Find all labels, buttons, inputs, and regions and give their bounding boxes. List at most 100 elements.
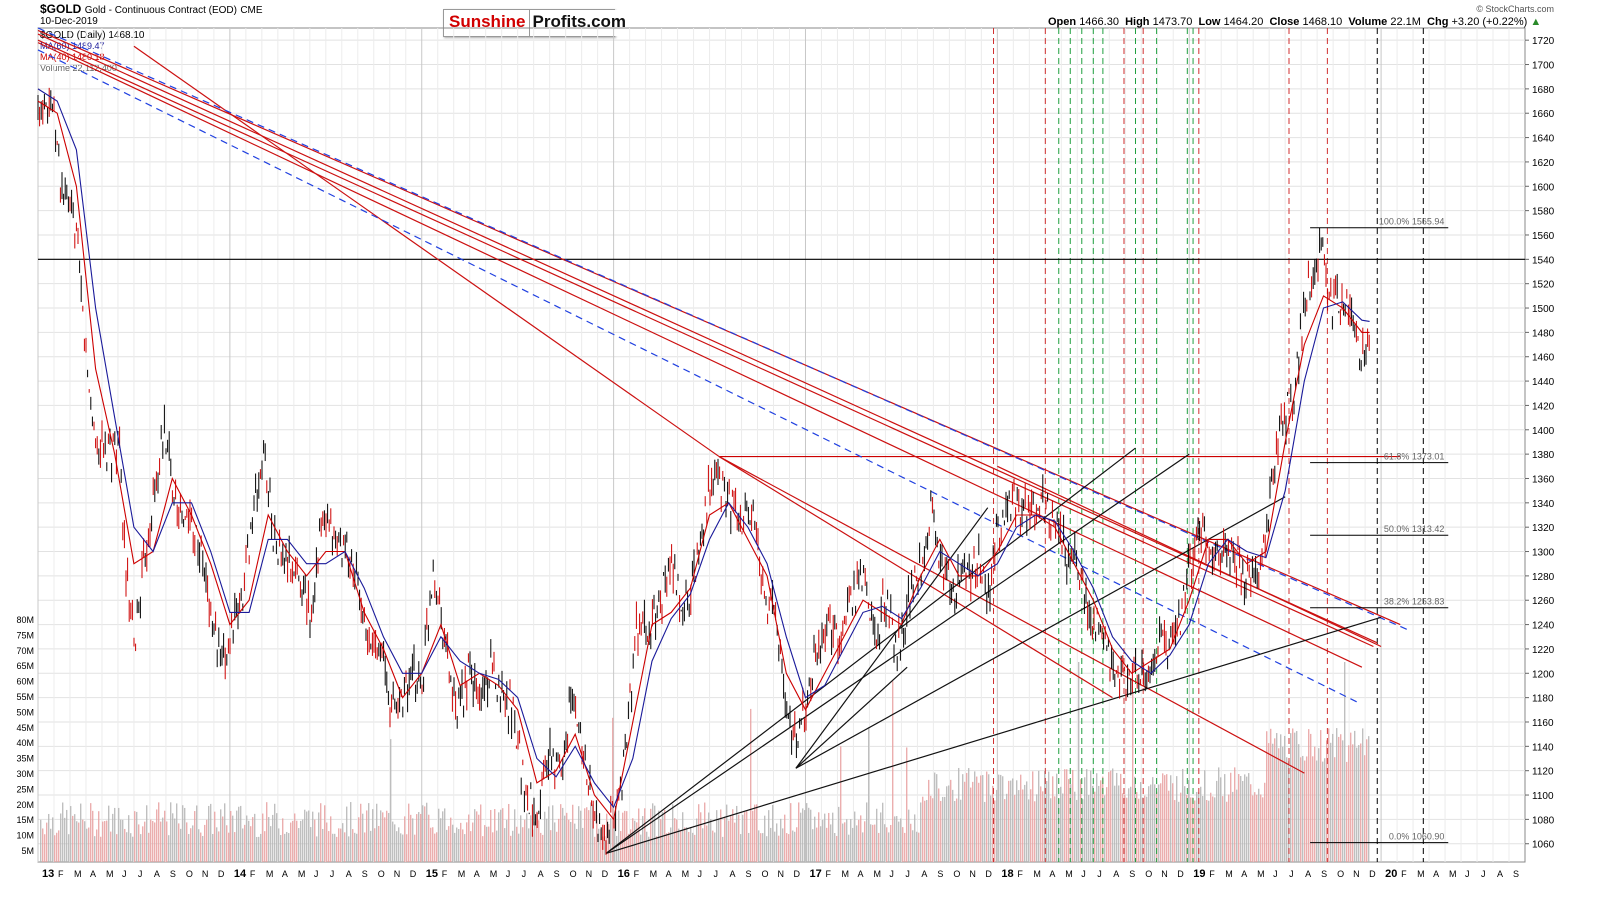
- volume-bar: [1126, 797, 1128, 862]
- volume-bar: [1360, 743, 1362, 862]
- red-trend-line: [37, 42, 1363, 668]
- x-tick-label: M: [1033, 869, 1041, 879]
- volume-bar: [494, 809, 496, 862]
- volume-tick-label: 55M: [16, 692, 34, 702]
- volume-tick-label: 40M: [16, 738, 34, 748]
- fib-level-label: 38.2% 1253.83: [1384, 597, 1445, 607]
- volume-bar: [382, 812, 384, 862]
- volume-bar: [1322, 761, 1324, 862]
- volume-bar: [788, 834, 790, 862]
- volume-bar: [628, 833, 630, 862]
- volume-bar: [940, 800, 942, 862]
- volume-bar: [318, 812, 320, 862]
- volume-bar: [1074, 791, 1076, 862]
- volume-bar: [306, 811, 308, 862]
- x-tick-label: F: [1017, 869, 1023, 879]
- volume-bar: [1204, 770, 1206, 862]
- volume-bar: [54, 835, 56, 862]
- volume-bar: [712, 830, 714, 862]
- x-tick-label: A: [90, 869, 96, 879]
- volume-bar: [880, 812, 882, 862]
- volume-bar: [748, 832, 750, 862]
- x-tick-label: N: [202, 869, 209, 879]
- volume-bar: [860, 815, 862, 862]
- volume-bar: [976, 776, 978, 862]
- black-trend-line: [605, 447, 1136, 854]
- volume-bar: [1034, 801, 1036, 862]
- x-tick-label: A: [1113, 869, 1119, 879]
- y-tick-label: 1340: [1532, 499, 1555, 510]
- volume-bar: [774, 831, 776, 862]
- volume-bar: [578, 806, 580, 862]
- volume-bar: [568, 819, 570, 862]
- volume-bar: [292, 820, 294, 862]
- volume-bar: [304, 809, 306, 862]
- volume-bar: [1356, 747, 1358, 862]
- volume-bar: [874, 824, 876, 862]
- volume-tick-label: 35M: [16, 754, 34, 764]
- volume-bar: [66, 809, 68, 862]
- volume-bar: [1186, 794, 1188, 862]
- volume-bar: [1202, 795, 1204, 862]
- x-tick-label: D: [602, 869, 609, 879]
- volume-bar: [258, 836, 260, 862]
- volume-bar: [942, 796, 944, 862]
- volume-bar: [742, 814, 744, 862]
- x-tick-label: A: [857, 869, 863, 879]
- volume-bar: [736, 805, 738, 862]
- volume-bar: [420, 813, 422, 862]
- volume-bar: [544, 811, 546, 862]
- volume-bar: [1032, 771, 1034, 862]
- y-tick-label: 1140: [1532, 742, 1554, 753]
- volume-bar: [268, 817, 270, 862]
- volume-bar: [176, 803, 178, 862]
- volume-tick-label: 5M: [21, 846, 34, 856]
- volume-bar: [244, 824, 246, 862]
- volume-bar: [76, 821, 78, 862]
- volume-bar: [758, 830, 760, 862]
- volume-bar: [422, 805, 424, 862]
- volume-bar: [1330, 742, 1332, 862]
- volume-bar: [196, 805, 198, 862]
- volume-bar: [606, 813, 608, 862]
- x-tick-label: J: [1273, 869, 1278, 879]
- volume-bar: [516, 826, 518, 862]
- volume-bar: [804, 810, 806, 862]
- volume-bar: [1220, 777, 1222, 862]
- volume-bar: [1156, 791, 1158, 862]
- volume-bar: [186, 822, 188, 862]
- volume-bar: [754, 804, 756, 862]
- volume-bar: [698, 804, 700, 862]
- volume-bar: [310, 827, 312, 862]
- volume-bar: [458, 829, 460, 862]
- volume-bar: [806, 803, 808, 862]
- volume-bar: [1128, 788, 1130, 862]
- x-tick-label: J: [506, 869, 511, 879]
- volume-bar: [798, 802, 800, 862]
- volume-bar: [150, 819, 152, 862]
- x-tick-label: 16: [618, 868, 630, 880]
- volume-bar: [916, 831, 918, 862]
- volume-bar: [424, 806, 426, 862]
- x-tick-label: O: [953, 869, 960, 879]
- x-tick-label: A: [346, 869, 352, 879]
- volume-bar: [1108, 772, 1110, 862]
- volume-bar: [286, 831, 288, 862]
- volume-bar: [136, 811, 138, 862]
- volume-bar: [1044, 771, 1046, 862]
- volume-bar: [870, 824, 872, 862]
- volume-bar: [1100, 780, 1102, 862]
- y-tick-label: 1080: [1532, 815, 1555, 826]
- volume-bar: [572, 804, 574, 862]
- volume-bar: [100, 836, 102, 862]
- volume-bar: [1306, 756, 1308, 862]
- volume-bar: [526, 813, 528, 862]
- volume-bar: [98, 811, 100, 862]
- volume-bar: [746, 811, 748, 862]
- volume-bar: [872, 824, 874, 862]
- volume-bar: [802, 808, 804, 862]
- volume-bar: [696, 818, 698, 862]
- volume-bar: [1002, 776, 1004, 862]
- volume-bar: [118, 807, 120, 862]
- ohlc-readout: Open 1466.30 High 1473.70 Low 1464.20 Cl…: [1048, 16, 1542, 28]
